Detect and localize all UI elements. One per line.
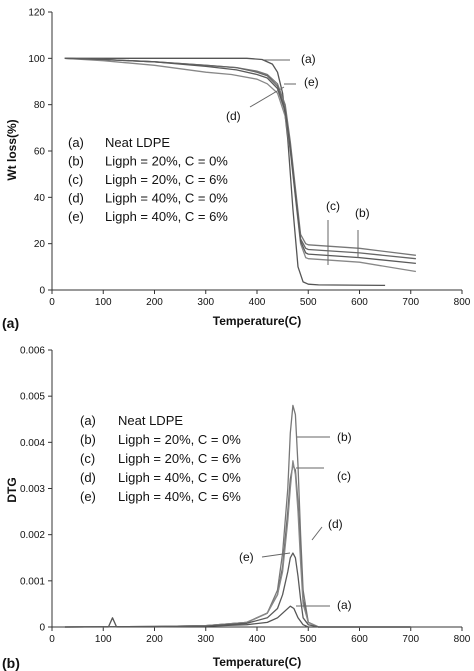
- x-tick-label: 0: [49, 634, 55, 645]
- series-line-e: [64, 552, 411, 628]
- chart-panel-a: 0 100 200 300 400 500 600 700 800 0 20 40 60 80 100 120…: [2, 8, 471, 332]
- legend-key: (c): [68, 172, 83, 187]
- y-tick-label: 0: [39, 623, 45, 634]
- curve-leader-line: [311, 526, 323, 541]
- series-line-d: [64, 57, 417, 273]
- y-tick-label: 0.004: [20, 438, 45, 449]
- legend-key: (b): [68, 154, 84, 169]
- x-tick-label: 600: [351, 297, 368, 308]
- x-tick-label: 500: [300, 634, 317, 645]
- legend-label: Ligph = 20%, C = 6%: [105, 172, 228, 187]
- x-tick-label: 200: [146, 297, 163, 308]
- legend-key: (a): [80, 413, 96, 428]
- x-axis-title: Temperature(C): [213, 314, 301, 328]
- y-tick-label: 60: [34, 147, 46, 158]
- curve-label: (d): [328, 517, 343, 531]
- x-tick-label: 400: [249, 634, 266, 645]
- panel-label: (a): [2, 315, 19, 331]
- legend-label: Ligph = 40%, C = 0%: [105, 191, 228, 206]
- curve-label: (c): [326, 199, 340, 213]
- x-tick-label: 700: [402, 634, 419, 645]
- x-tick-label: 100: [95, 297, 112, 308]
- x-tick-label: 800: [454, 297, 471, 308]
- curve-leader-line: [261, 552, 291, 558]
- curve-label: (e): [239, 550, 254, 564]
- y-tick-label: 120: [28, 8, 45, 19]
- curve-label: (a): [337, 598, 352, 612]
- legend-key: (d): [68, 191, 84, 206]
- y-axis-title: DTG: [5, 477, 19, 502]
- x-tick-label: 0: [49, 297, 55, 308]
- legend-key: (b): [80, 432, 96, 447]
- panel-label: (b): [2, 655, 20, 671]
- curve-label: (a): [301, 52, 316, 66]
- legend-label: Ligph = 20%, C = 6%: [118, 451, 241, 466]
- legend-label: Ligph = 40%, C = 0%: [118, 470, 241, 485]
- legend-key: (d): [80, 470, 96, 485]
- curve-leader-line: [249, 86, 285, 108]
- y-tick-label: 0.005: [20, 392, 45, 403]
- x-tick-label: 600: [351, 634, 368, 645]
- legend-key: (c): [80, 451, 95, 466]
- y-tick-label: 0.003: [20, 484, 45, 495]
- y-tick-label: 20: [34, 239, 46, 250]
- y-tick-label: 100: [28, 54, 45, 65]
- x-tick-label: 300: [197, 297, 214, 308]
- series-line-e: [64, 57, 416, 265]
- x-tick-label: 500: [300, 297, 317, 308]
- curve-label: (b): [355, 206, 370, 220]
- legend-label: Neat LDPE: [105, 135, 170, 150]
- series-line-d: [64, 460, 411, 628]
- legend-label: Ligph = 20%, C = 0%: [118, 432, 241, 447]
- chart-panel-b: 0 100 200 300 400 500 600 700 800 0 0.001 0.002 0.00…: [2, 346, 471, 671]
- x-tick-label: 700: [402, 297, 419, 308]
- x-tick-label: 100: [95, 634, 112, 645]
- series-line-a: [64, 605, 411, 628]
- x-tick-label: 200: [146, 634, 163, 645]
- y-tick-label: 0.006: [20, 346, 45, 357]
- series-line-a: [64, 57, 386, 287]
- x-tick-label: 400: [249, 297, 266, 308]
- x-axis-title: Temperature(C): [213, 655, 301, 669]
- y-tick-label: 80: [34, 100, 46, 111]
- y-axis-title: Wt loss(%): [5, 119, 19, 180]
- y-tick-label: 40: [34, 193, 46, 204]
- curve-label: (d): [226, 109, 241, 123]
- legend-key: (e): [80, 489, 96, 504]
- legend-key: (a): [68, 135, 84, 150]
- x-tick-label: 300: [197, 634, 214, 645]
- curve-label: (c): [337, 469, 351, 483]
- curve-label: (e): [304, 75, 319, 89]
- y-tick-label: 0: [39, 286, 45, 297]
- y-tick-label: 0.002: [20, 530, 45, 541]
- y-tick-label: 0.001: [20, 576, 45, 587]
- legend-key: (e): [68, 209, 84, 224]
- legend-label: Ligph = 40%, C = 6%: [118, 489, 241, 504]
- curve-label: (b): [337, 430, 352, 444]
- x-tick-label: 800: [454, 634, 471, 645]
- legend-label: Ligph = 20%, C = 0%: [105, 154, 228, 169]
- legend-label: Neat LDPE: [118, 413, 183, 428]
- legend-label: Ligph = 40%, C = 6%: [105, 209, 228, 224]
